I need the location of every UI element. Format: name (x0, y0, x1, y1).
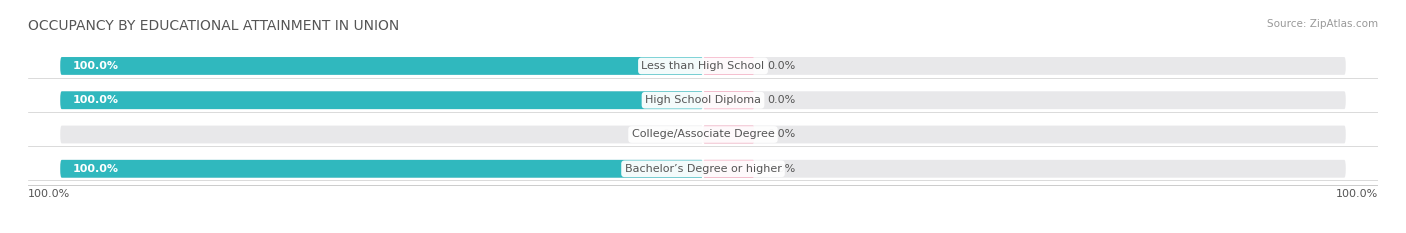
Text: Less than High School: Less than High School (641, 61, 765, 71)
Text: 100.0%: 100.0% (1336, 189, 1378, 199)
FancyBboxPatch shape (60, 57, 703, 75)
Text: OCCUPANCY BY EDUCATIONAL ATTAINMENT IN UNION: OCCUPANCY BY EDUCATIONAL ATTAINMENT IN U… (28, 19, 399, 33)
FancyBboxPatch shape (703, 126, 1346, 143)
FancyBboxPatch shape (703, 57, 1346, 75)
FancyBboxPatch shape (703, 160, 755, 178)
FancyBboxPatch shape (60, 91, 703, 109)
FancyBboxPatch shape (703, 160, 1346, 178)
Text: 0.0%: 0.0% (768, 95, 796, 105)
Text: 0.0%: 0.0% (768, 130, 796, 140)
FancyBboxPatch shape (703, 91, 1346, 109)
FancyBboxPatch shape (60, 160, 703, 178)
Text: 0.0%: 0.0% (768, 164, 796, 174)
Text: 0.0%: 0.0% (768, 61, 796, 71)
Text: Bachelor’s Degree or higher: Bachelor’s Degree or higher (624, 164, 782, 174)
Text: 0.0%: 0.0% (662, 130, 690, 140)
Text: High School Diploma: High School Diploma (645, 95, 761, 105)
Text: 100.0%: 100.0% (28, 189, 70, 199)
FancyBboxPatch shape (703, 57, 755, 75)
FancyBboxPatch shape (60, 126, 703, 143)
Text: 100.0%: 100.0% (73, 164, 120, 174)
FancyBboxPatch shape (703, 126, 755, 143)
Text: 100.0%: 100.0% (73, 95, 120, 105)
FancyBboxPatch shape (703, 91, 755, 109)
Text: College/Associate Degree: College/Associate Degree (631, 130, 775, 140)
Text: 100.0%: 100.0% (73, 61, 120, 71)
FancyBboxPatch shape (60, 57, 703, 75)
FancyBboxPatch shape (60, 160, 703, 178)
Text: Source: ZipAtlas.com: Source: ZipAtlas.com (1267, 19, 1378, 29)
FancyBboxPatch shape (60, 91, 703, 109)
